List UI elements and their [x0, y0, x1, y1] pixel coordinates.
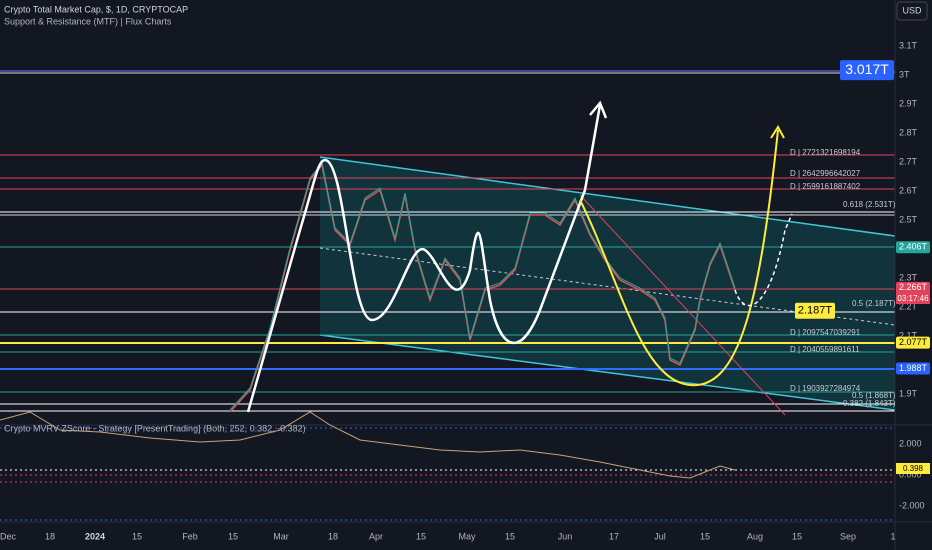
time-axis-label: 15: [132, 531, 142, 541]
time-axis-label: Feb: [182, 531, 198, 541]
time-axis-label: 15: [700, 531, 710, 541]
price-tag-label: 2.406T: [899, 242, 928, 252]
channel-top: [319, 156, 896, 237]
white-drawing: [246, 104, 602, 413]
time-axis-label: 15: [505, 531, 515, 541]
price-path-up: [229, 161, 736, 411]
time-axis-label: Mar: [273, 531, 289, 541]
level-label: D | 2642996642027: [790, 169, 861, 178]
time-axis-label: Aug: [747, 531, 763, 541]
price-tag-label: 2.266T: [899, 282, 928, 292]
channel-mid: [319, 247, 896, 326]
symbol-title: Crypto Total Market Cap, $, 1D, CRYPTOCA…: [4, 4, 188, 14]
time-axis-label: Jul: [654, 531, 666, 541]
level-label: 0.5 (2.187T): [852, 299, 896, 308]
yellow-curve: [579, 129, 779, 387]
price-tag-box: [840, 60, 894, 81]
level-label: D | 2040559891611: [790, 345, 860, 354]
time-axis-label: Dec: [0, 531, 16, 541]
levels: [0, 70, 895, 416]
time-axis-label: 18: [328, 531, 338, 541]
price-tick-label: 2.8T: [899, 127, 918, 137]
level-label: 0.618 (2.531T): [843, 200, 896, 209]
indicator-axis-label: 0.000: [899, 469, 922, 479]
price-tag-box: [896, 281, 930, 294]
price-tag-label: 1.988T: [899, 363, 928, 373]
price-tick-label: 2.2T: [899, 301, 918, 311]
price-tag-label: 2.077T: [899, 337, 928, 347]
level-label: D | 1903927284974: [790, 384, 861, 393]
price-tag-box: [896, 336, 930, 349]
time-axis-label: 1: [890, 531, 895, 541]
price-tag-box: [896, 241, 930, 254]
price-tag-box: [795, 302, 835, 319]
level-label: D | 2097547039291: [790, 328, 861, 337]
price-tick-label: 3T: [899, 69, 910, 79]
currency-label[interactable]: USD: [902, 5, 922, 15]
indicator-line: [0, 411, 736, 479]
indicator-tag: 0.398: [903, 464, 924, 473]
time-axis-label: Jun: [558, 531, 573, 541]
time-axis-label: 2024: [85, 531, 105, 541]
time-axis-label: Sep: [840, 531, 856, 541]
time-axis-label: 15: [416, 531, 426, 541]
price-tick-label: 2.5T: [899, 214, 918, 224]
channel-bottom: [319, 334, 896, 411]
level-label: 0.5 (1.868T): [852, 391, 896, 400]
time-axis-label: 18: [45, 531, 55, 541]
currency-button[interactable]: [896, 1, 928, 21]
oscillator-title: Crypto MVRV ZScore - Strategy [PresentTr…: [4, 423, 306, 433]
price-tag-label: 3.017T: [845, 61, 889, 77]
price-tick-label: 1.9T: [899, 388, 918, 398]
indicator-axis-label: -2.000: [899, 500, 925, 510]
channel-fill: [320, 157, 895, 410]
trend-line: [579, 194, 786, 416]
time-axis-label: 15: [228, 531, 238, 541]
time-axis-label: Apr: [369, 531, 383, 541]
indicator-axis-label: 2.000: [899, 438, 922, 448]
price-tick-label: 2.3T: [899, 272, 918, 282]
arrow-head: [589, 100, 608, 119]
time-axis-label: 17: [609, 531, 619, 541]
level-label: 0.382 (1.843T): [843, 399, 896, 408]
arrow-head: [770, 125, 785, 139]
level-label: D | 2599161887402: [790, 182, 861, 191]
countdown-box: [896, 293, 930, 304]
price-path: [229, 163, 736, 413]
time-axis-label: 15: [792, 531, 802, 541]
time-axis-label: May: [458, 531, 476, 541]
price-tag-box: [896, 362, 930, 375]
dashed-projection: [734, 213, 793, 307]
price-tick-label: 2.7T: [899, 156, 918, 166]
price-tick-label: 3.1T: [899, 40, 918, 50]
price-tag-label: 2.187T: [798, 305, 833, 317]
indicator-tag-box: [896, 463, 930, 474]
indicator-name: Support & Resistance (MTF) | Flux Charts: [4, 16, 172, 26]
price-tick-label: 2.1T: [899, 330, 918, 340]
level-label: D | 2721321698194: [790, 148, 861, 157]
price-tick-label: 2.6T: [899, 185, 918, 195]
price-tick-label: 2.9T: [899, 98, 918, 108]
countdown: 03:17:46: [897, 294, 929, 303]
